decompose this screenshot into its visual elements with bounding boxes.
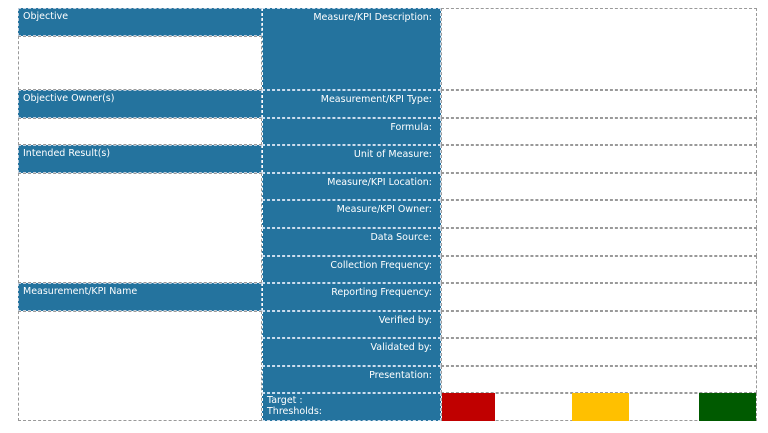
field-value[interactable] (441, 118, 757, 145)
field-value[interactable] (441, 145, 757, 173)
field-label: Unit of Measure: (262, 145, 441, 173)
field-value[interactable] (441, 338, 757, 366)
field-value[interactable] (441, 283, 757, 311)
field-value[interactable] (441, 366, 757, 393)
field-label: Validated by: (262, 338, 441, 366)
field-value[interactable] (441, 256, 757, 283)
field-label: Measurement/KPI Type: (262, 90, 441, 118)
field-value[interactable] (441, 311, 757, 338)
intended-result-header: Intended Result(s) (18, 145, 262, 173)
target-label: Target : (267, 395, 303, 406)
field-value[interactable] (441, 228, 757, 256)
field-value[interactable] (441, 200, 757, 228)
field-value[interactable] (441, 90, 757, 118)
field-label: Collection Frequency: (262, 256, 441, 283)
objective-field[interactable] (18, 36, 262, 90)
field-value[interactable] (441, 173, 757, 200)
field-label: Data Source: (262, 228, 441, 256)
field-label: Reporting Frequency: (262, 283, 441, 311)
intended-result-field[interactable] (18, 173, 262, 283)
field-label: Measure/KPI Description: (262, 8, 441, 90)
field-label: Presentation: (262, 366, 441, 393)
field-label: Measure/KPI Owner: (262, 200, 441, 228)
threshold-red-swatch (442, 393, 495, 421)
objective-owner-field[interactable] (18, 118, 262, 145)
field-value[interactable] (441, 8, 757, 90)
field-label: Measure/KPI Location: (262, 173, 441, 200)
field-label: Verified by: (262, 311, 441, 338)
objective-owner-header: Objective Owner(s) (18, 90, 262, 118)
kpi-name-header: Measurement/KPI Name (18, 283, 262, 311)
threshold-green-swatch (699, 393, 756, 421)
target-thresholds-label: Target : Thresholds: (262, 393, 441, 421)
objective-header: Objective (18, 8, 262, 36)
threshold-yellow-swatch (572, 393, 629, 421)
kpi-name-field[interactable] (18, 311, 262, 421)
thresholds-label: Thresholds: (267, 406, 322, 417)
field-label: Formula: (262, 118, 441, 145)
